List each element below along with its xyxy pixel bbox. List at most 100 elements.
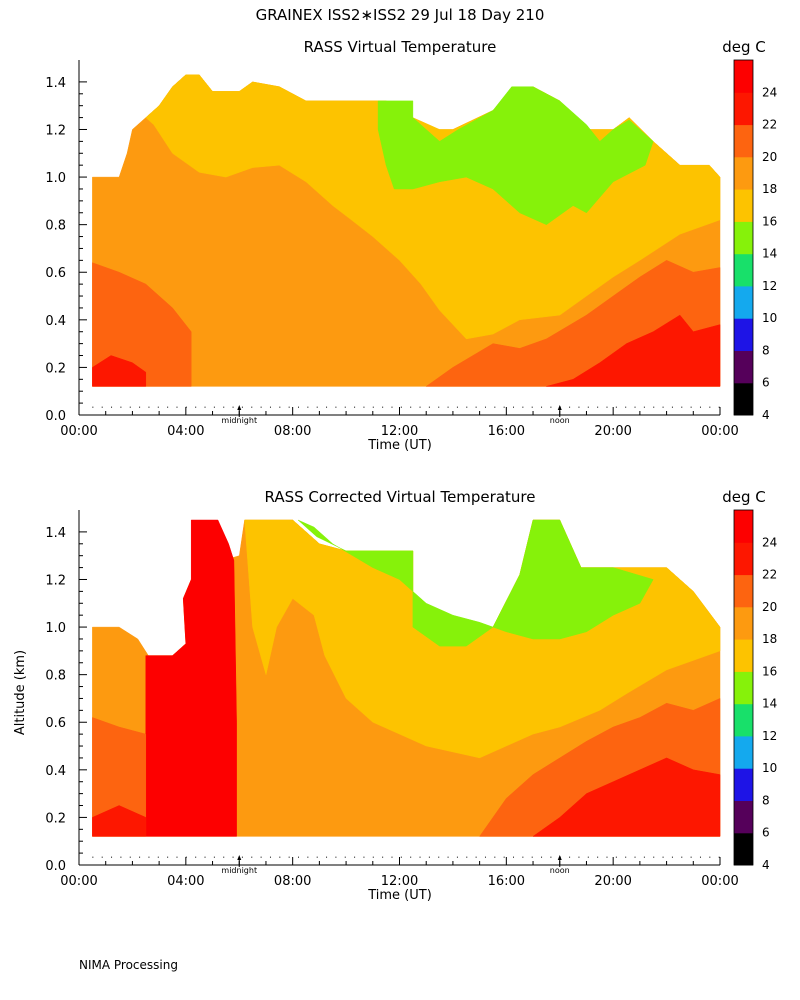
colorbar-swatch — [734, 735, 753, 769]
colorbar-tick-label: 14 — [762, 247, 777, 261]
surface-dot — [699, 856, 701, 858]
surface-dot — [157, 406, 159, 408]
surface-dot — [195, 406, 197, 408]
y-tick-label: 0.6 — [45, 266, 66, 281]
surface-dot — [101, 406, 103, 408]
surface-dot — [550, 856, 552, 858]
data-regions — [92, 519, 721, 837]
surface-dot — [372, 406, 374, 408]
main-title: GRAINEX ISS2∗ISS2 29 Jul 18 Day 210 — [255, 6, 545, 24]
y-tick-label: 1.0 — [45, 171, 66, 186]
surface-dot — [578, 406, 580, 408]
surface-dot — [213, 406, 215, 408]
colorbar — [733, 509, 754, 866]
surface-dot — [597, 406, 599, 408]
panel-title: RASS Virtual Temperature — [304, 38, 497, 56]
surface-dot — [298, 856, 300, 858]
surface-dot — [269, 856, 271, 858]
time-marker-label: noon — [550, 416, 570, 425]
surface-dot — [681, 406, 683, 408]
surface-dot — [167, 406, 169, 408]
colorbar-tick-label: 6 — [762, 376, 770, 390]
colorbar-swatch — [734, 832, 753, 866]
colorbar — [733, 59, 754, 416]
surface-dot — [671, 406, 673, 408]
time-marker-label: midnight — [221, 416, 257, 425]
colorbar-swatch — [734, 574, 753, 608]
colorbar-swatch — [734, 671, 753, 705]
colorbar-swatch — [734, 253, 753, 287]
colorbar-tick-label: 24 — [762, 535, 777, 549]
surface-dot — [503, 856, 505, 858]
x-tick-label: 04:00 — [167, 424, 204, 439]
colorbar-tick-label: 16 — [762, 664, 777, 678]
surface-dot — [382, 406, 384, 408]
surface-dot — [447, 406, 449, 408]
colorbar-swatch — [734, 606, 753, 640]
colorbar-swatch — [734, 703, 753, 737]
surface-dot — [269, 406, 271, 408]
panel-title: RASS Corrected Virtual Temperature — [265, 488, 536, 506]
x-tick-label: 08:00 — [274, 874, 311, 889]
surface-dot — [662, 856, 664, 858]
surface-dot — [363, 406, 365, 408]
time-marker-label: noon — [550, 866, 570, 875]
x-tick-label: 00:00 — [60, 424, 97, 439]
surface-dot — [643, 406, 645, 408]
surface-dot — [139, 856, 141, 858]
colorbar-tick-label: 4 — [762, 858, 770, 872]
colorbar-tick-label: 8 — [762, 793, 770, 807]
time-marker-arrow — [557, 405, 562, 410]
surface-dot — [363, 856, 365, 858]
y-tick-label: 1.4 — [45, 76, 66, 91]
surface-dot — [606, 856, 608, 858]
surface-dot — [232, 856, 234, 858]
surface-dot — [354, 856, 356, 858]
surface-dot — [569, 856, 571, 858]
x-tick-label: 08:00 — [274, 424, 311, 439]
surface-dot — [400, 856, 402, 858]
y-tick-label: 1.4 — [45, 526, 66, 541]
y-tick-label: 0.6 — [45, 716, 66, 731]
colorbar-tick-label: 18 — [762, 632, 777, 646]
surface-dot — [92, 856, 94, 858]
y-tick-label: 1.2 — [45, 573, 66, 588]
surface-dot — [391, 856, 393, 858]
surface-dot — [410, 406, 412, 408]
surface-dot — [213, 856, 215, 858]
y-tick-label: 0.0 — [45, 409, 66, 424]
surface-dot — [475, 856, 477, 858]
upper-chart: RASS Virtual Temperature 0.0 0.2 0.4 0.6 0.8 1… — [45, 38, 777, 453]
colorbar-tick-label: 12 — [762, 279, 777, 293]
surface-dot — [681, 856, 683, 858]
surface-dot — [709, 856, 711, 858]
surface-dot — [232, 406, 234, 408]
surface-dot — [662, 406, 664, 408]
x-tick-label: 12:00 — [381, 874, 418, 889]
surface-dot — [148, 856, 150, 858]
time-marker-arrow — [557, 855, 562, 860]
colorbar-swatch — [734, 350, 753, 384]
x-tick-label: 20:00 — [594, 874, 631, 889]
colorbar-unit-label: deg C — [722, 488, 766, 506]
colorbar-tick-label: 20 — [762, 150, 777, 164]
surface-dot — [279, 856, 281, 858]
colorbar-swatch — [734, 318, 753, 351]
surface-dot — [382, 856, 384, 858]
surface-dot — [438, 856, 440, 858]
surface-dot — [456, 406, 458, 408]
x-tick-label: 00:00 — [60, 874, 97, 889]
colorbar-swatch — [734, 124, 753, 158]
temperature-region — [532, 757, 721, 837]
temperature-region — [145, 519, 237, 837]
x-axis-label: Time (UT) — [367, 438, 432, 453]
surface-dot — [279, 406, 281, 408]
surface-dots — [92, 856, 720, 858]
surface-dot — [326, 856, 328, 858]
surface-dot — [344, 856, 346, 858]
lower-chart: RASS Corrected Virtual Temperature 0.0 0.2… — [13, 488, 777, 903]
colorbar-frame — [733, 59, 754, 416]
surface-dot — [260, 406, 262, 408]
y-tick-label: 0.2 — [45, 811, 66, 826]
colorbar-swatch — [734, 382, 753, 416]
